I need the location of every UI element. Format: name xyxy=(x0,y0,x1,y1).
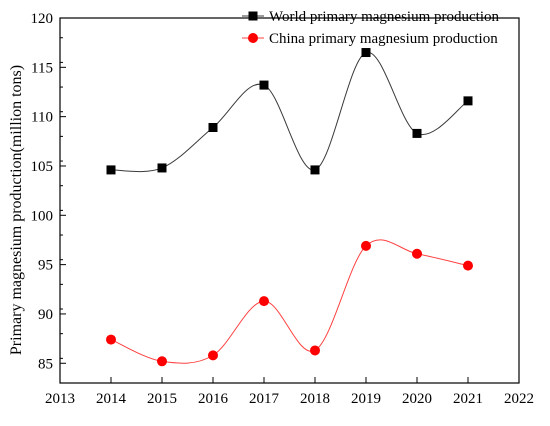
series-line xyxy=(110,52,469,173)
series-china xyxy=(106,239,473,367)
data-point xyxy=(361,240,371,251)
data-point xyxy=(106,334,116,345)
y-tick-label: 110 xyxy=(31,110,53,126)
y-tick-label: 120 xyxy=(31,11,54,27)
y-axis: 85 90 95 100 105 110 115 120 xyxy=(31,11,66,384)
data-point xyxy=(157,163,167,173)
data-point xyxy=(208,350,218,361)
data-point xyxy=(361,48,371,58)
legend-marker xyxy=(248,33,258,43)
data-point xyxy=(259,80,269,90)
data-point xyxy=(412,128,422,138)
y-axis-title: Primary magnesium production(million ton… xyxy=(8,65,25,355)
x-tick-label: 2020 xyxy=(402,391,432,407)
y-tick-label: 90 xyxy=(38,307,53,323)
x-tick-label: 2021 xyxy=(453,391,483,407)
data-point xyxy=(310,165,320,175)
series-world xyxy=(106,48,473,175)
data-point xyxy=(310,345,320,356)
legend-label: World primary magnesium production xyxy=(269,9,499,25)
x-tick-label: 2018 xyxy=(300,391,330,407)
legend: World primary magnesium production China … xyxy=(242,9,499,47)
y-tick-label: 115 xyxy=(31,60,53,76)
data-point xyxy=(463,260,473,271)
x-tick-label: 2017 xyxy=(249,391,280,407)
plot-border xyxy=(59,17,520,384)
x-tick-label: 2013 xyxy=(45,391,75,407)
series-line xyxy=(110,239,469,364)
data-point xyxy=(106,165,116,175)
x-tick-label: 2022 xyxy=(504,391,534,407)
legend-marker xyxy=(248,11,258,21)
series-layer xyxy=(106,48,473,367)
x-tick-label: 2014 xyxy=(96,391,127,407)
plot-frame xyxy=(59,17,520,384)
data-point xyxy=(259,296,269,307)
data-point xyxy=(157,356,167,367)
y-tick-label: 85 xyxy=(38,356,53,372)
x-tick-label: 2019 xyxy=(351,391,381,407)
x-tick-label: 2016 xyxy=(198,391,229,407)
data-point xyxy=(412,248,422,259)
y-tick-label: 95 xyxy=(38,258,53,274)
x-tick-label: 2015 xyxy=(147,391,177,407)
data-point xyxy=(208,123,218,132)
data-point xyxy=(463,96,473,106)
x-axis: 2013 2014 2015 2016 2017 2018 2019 2020 2021 2022 xyxy=(45,377,534,407)
y-tick-label: 105 xyxy=(31,159,54,175)
legend-label: China primary magnesium production xyxy=(269,31,498,47)
y-tick-label: 100 xyxy=(31,208,54,224)
